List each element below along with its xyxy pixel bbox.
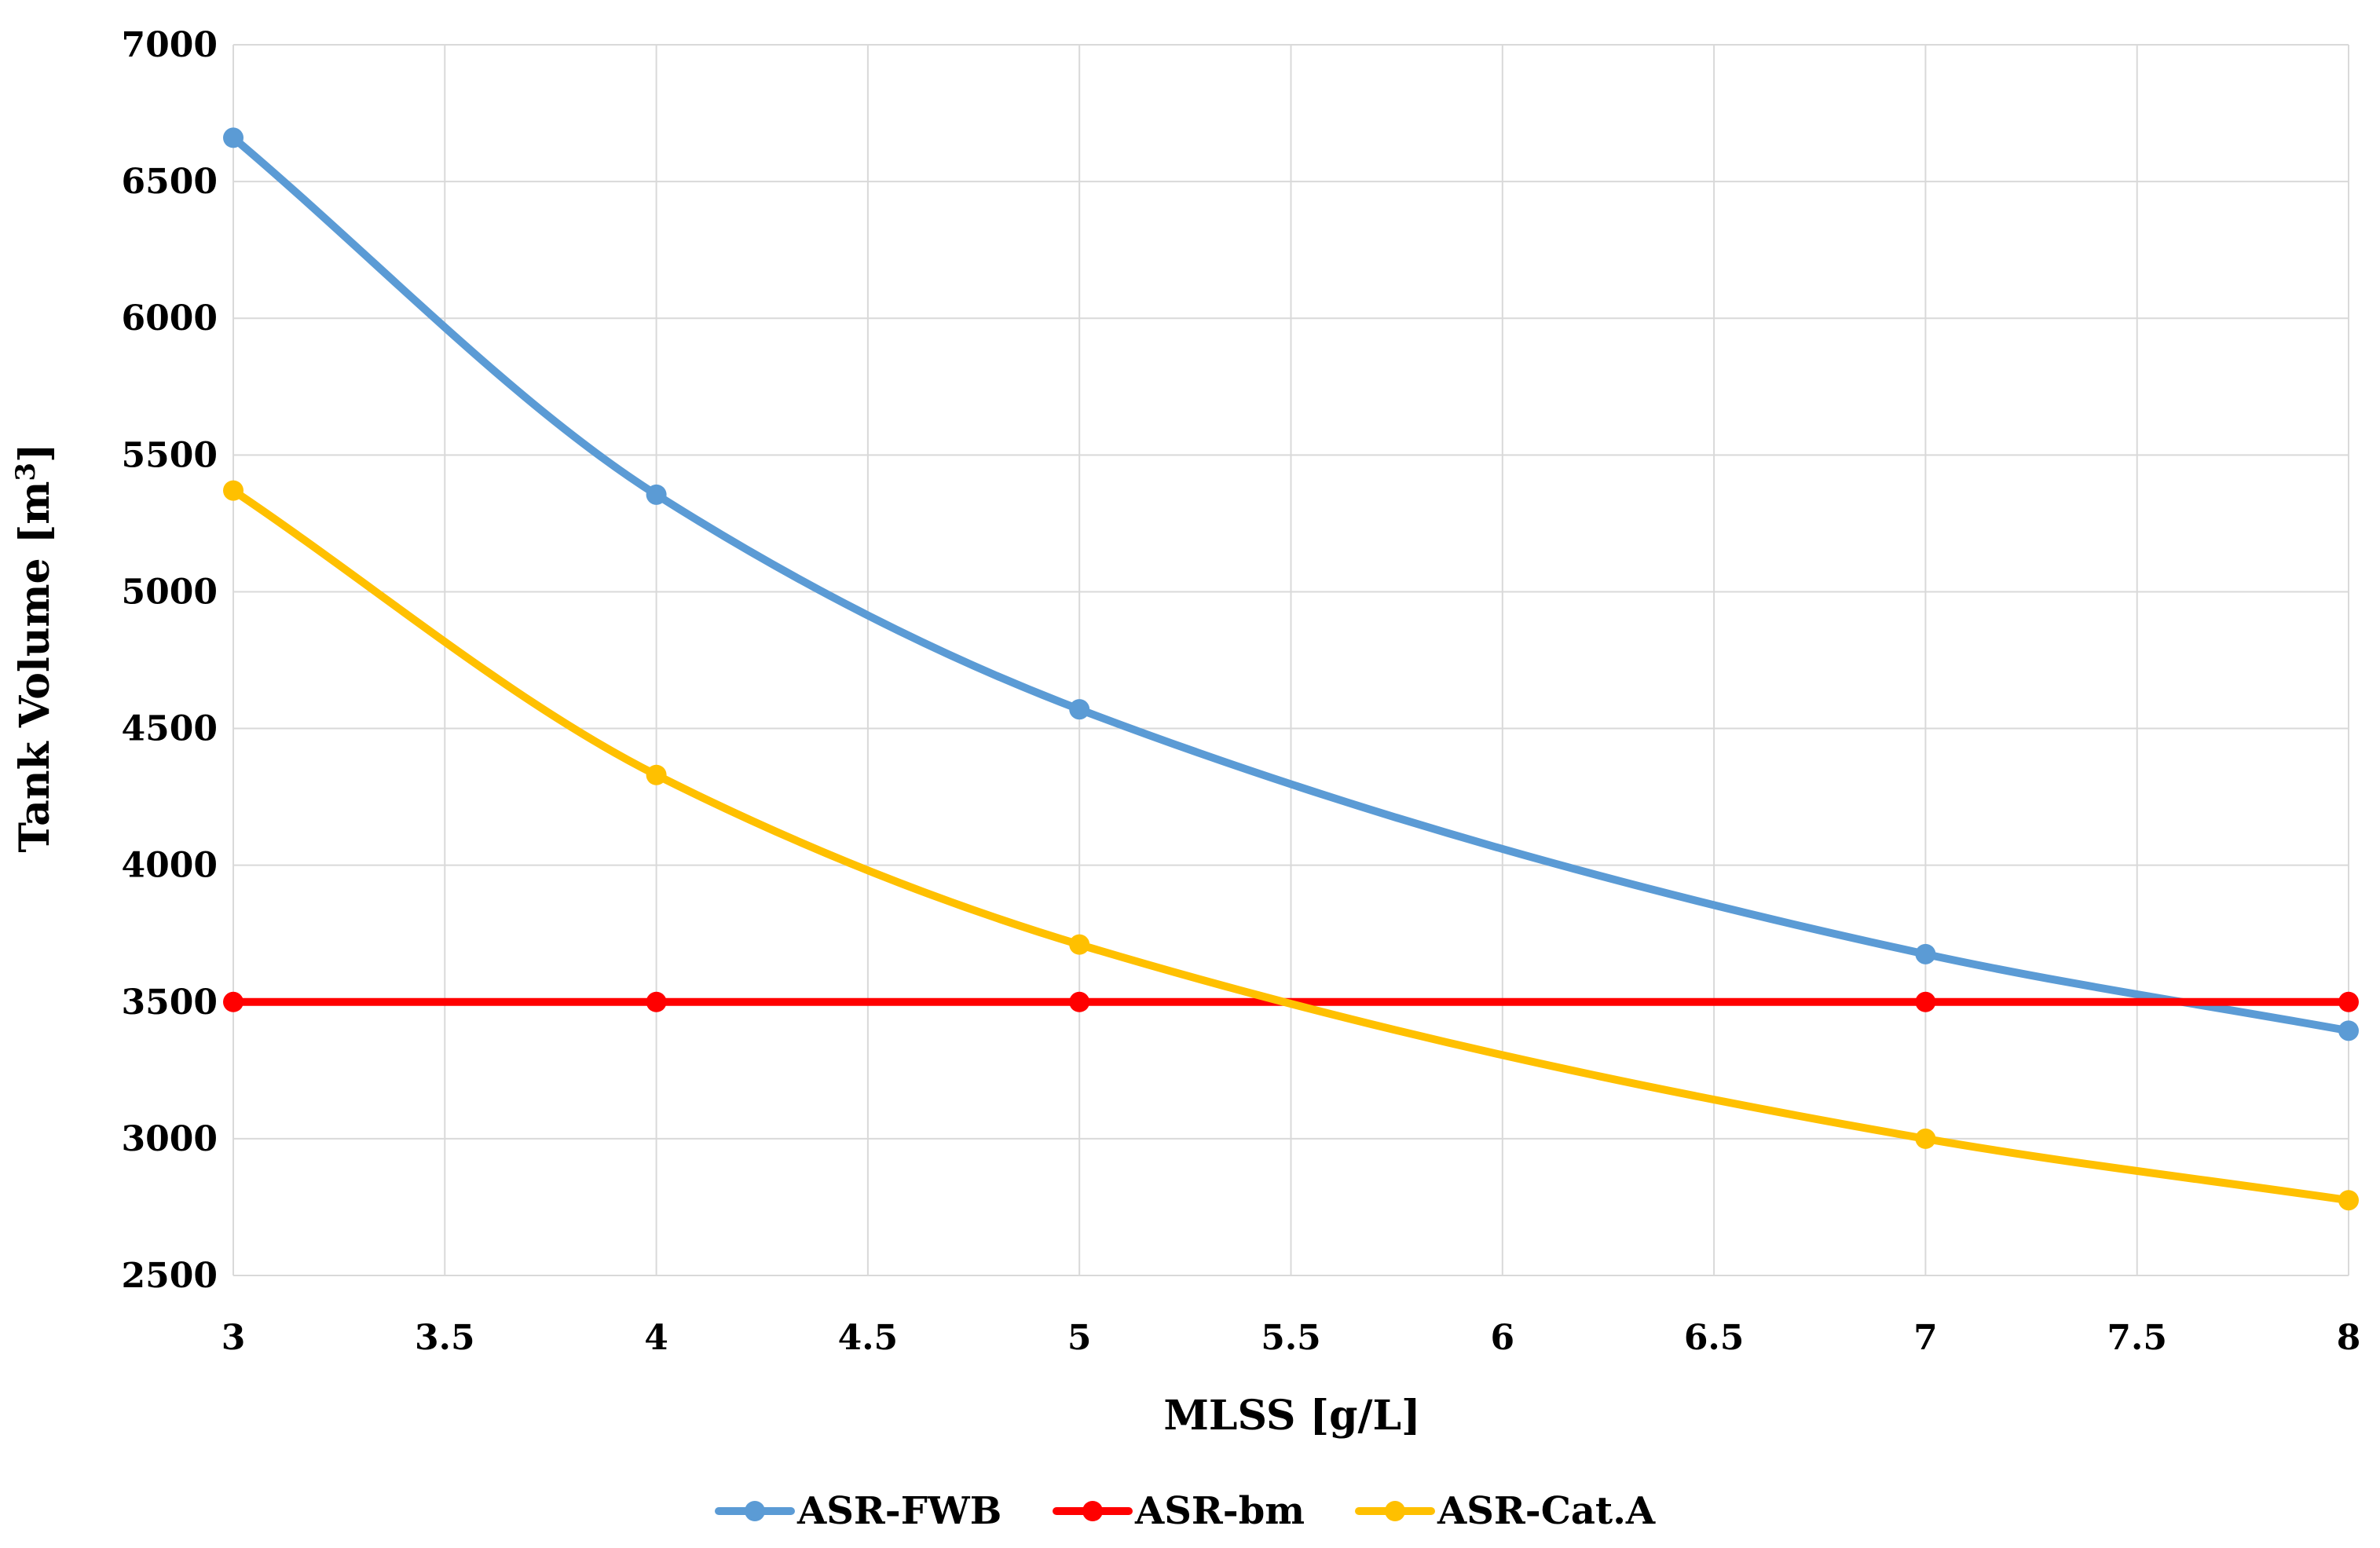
legend-label-2: ASR-Cat.A bbox=[1437, 1489, 1656, 1533]
y-tick-label: 2500 bbox=[122, 1256, 218, 1296]
y-axis-title-close: ] bbox=[11, 443, 59, 463]
x-tick-label: 4 bbox=[644, 1318, 668, 1358]
legend-swatch-marker-1 bbox=[1082, 1501, 1103, 1521]
series-2-point-4 bbox=[2338, 1190, 2359, 1211]
x-tick-label: 8 bbox=[2337, 1318, 2361, 1358]
y-tick-label: 3500 bbox=[122, 983, 218, 1023]
x-axis-title: MLSS [g/L] bbox=[1163, 1392, 1420, 1440]
y-axis-title: Tank Volume [m3] bbox=[10, 443, 59, 852]
series-2-point-3 bbox=[1915, 1128, 1936, 1149]
series-line-2 bbox=[229, 486, 2353, 1205]
series-line-0 bbox=[229, 134, 2353, 1035]
legend-label-1: ASR-bm bbox=[1134, 1489, 1305, 1533]
x-tick-label: 7 bbox=[1913, 1318, 1938, 1358]
x-tick-label: 7.5 bbox=[2107, 1318, 2167, 1358]
legend-swatch-marker-2 bbox=[1385, 1501, 1405, 1521]
y-tick-label: 7000 bbox=[122, 25, 218, 65]
x-tick-label: 4.5 bbox=[838, 1318, 899, 1358]
y-tick-label: 5500 bbox=[122, 435, 218, 475]
x-tick-label: 5.5 bbox=[1261, 1318, 1321, 1358]
series-0-point-2 bbox=[1069, 699, 1090, 720]
y-axis-title-main: Tank Volume [m bbox=[11, 481, 59, 853]
series-group bbox=[223, 127, 2359, 1211]
series-2-point-1 bbox=[646, 764, 667, 785]
series-0-point-1 bbox=[646, 484, 667, 505]
y-tick-label: 5000 bbox=[122, 572, 218, 612]
legend: ASR-FWB ASR-bm ASR-Cat.A bbox=[715, 1489, 1656, 1533]
y-tick-label: 4500 bbox=[122, 709, 218, 749]
series-0-point-4 bbox=[2338, 1020, 2359, 1041]
y-tick-label: 4000 bbox=[122, 846, 218, 886]
x-tick-label: 6.5 bbox=[1684, 1318, 1745, 1358]
series-1-point-4 bbox=[2338, 991, 2359, 1012]
series-1-point-1 bbox=[646, 991, 667, 1012]
x-tick-label: 5 bbox=[1067, 1318, 1092, 1358]
series-1-point-3 bbox=[1915, 991, 1936, 1012]
grid-lines bbox=[233, 44, 2349, 1276]
series-0-point-3 bbox=[1915, 943, 1936, 964]
series-2-point-0 bbox=[223, 480, 243, 501]
y-tick-label: 6500 bbox=[122, 162, 218, 202]
series-1-point-2 bbox=[1069, 991, 1090, 1012]
y-axis-title-superscript: 3 bbox=[10, 463, 42, 481]
x-axis-ticks: 3 3.5 4 4.5 5 5.5 6 6.5 7 7.5 8 bbox=[222, 1318, 2361, 1358]
y-tick-label: 3000 bbox=[122, 1119, 218, 1159]
x-tick-label: 3.5 bbox=[415, 1318, 475, 1358]
y-axis-ticks: 2500 3000 3500 4000 4500 5000 5500 6000 6500 7000 bbox=[122, 25, 218, 1296]
y-tick-label: 6000 bbox=[122, 298, 218, 339]
legend-swatch-marker-0 bbox=[745, 1501, 765, 1521]
legend-label-0: ASR-FWB bbox=[796, 1489, 1001, 1533]
x-tick-label: 6 bbox=[1490, 1318, 1514, 1358]
series-0-point-0 bbox=[223, 127, 243, 148]
x-tick-label: 3 bbox=[222, 1318, 246, 1358]
series-2-point-2 bbox=[1069, 934, 1090, 955]
series-1-point-0 bbox=[223, 991, 243, 1012]
